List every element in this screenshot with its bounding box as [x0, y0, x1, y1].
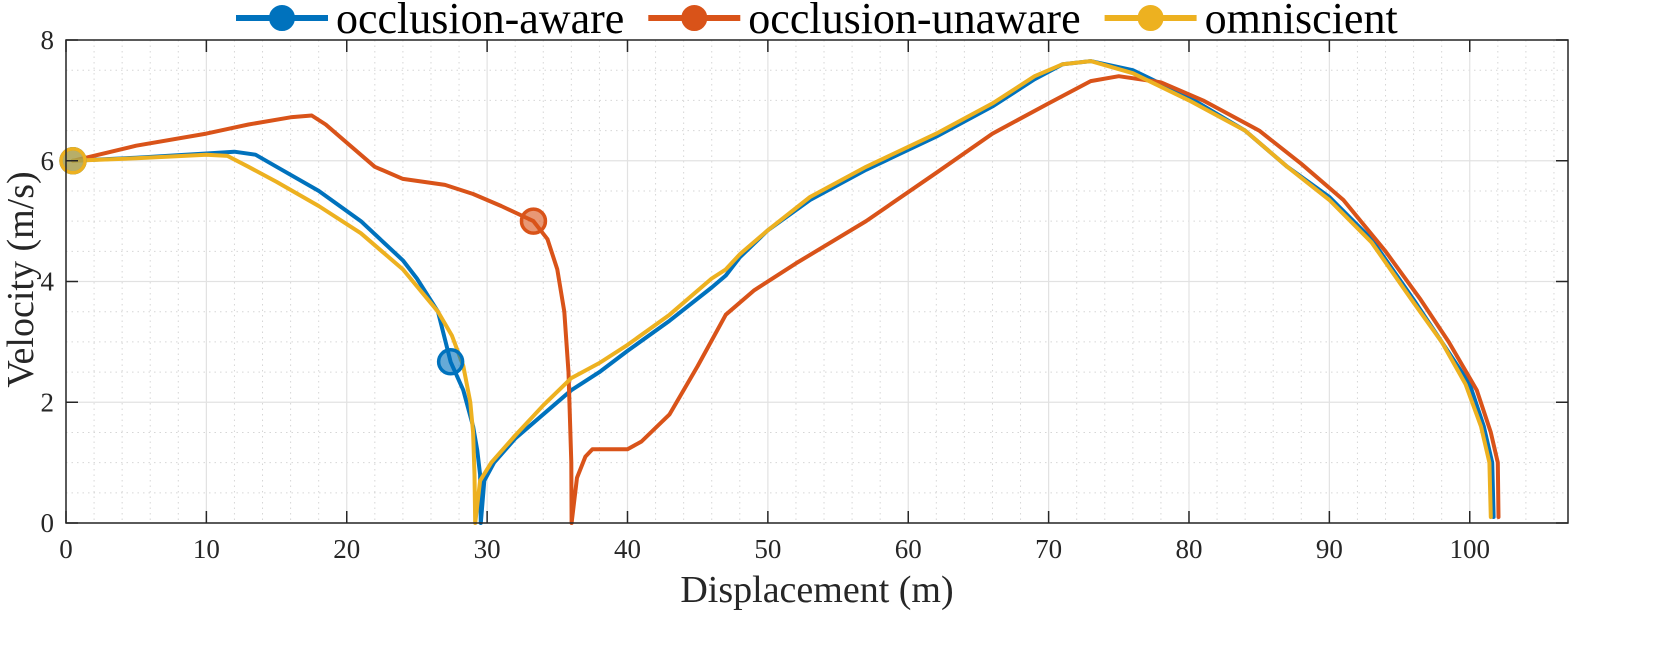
legend-item-omniscient: omniscient — [1104, 0, 1398, 43]
legend-swatch-marker — [269, 5, 295, 31]
legend-label: occlusion-unaware — [748, 0, 1080, 43]
y-tick-label: 6 — [41, 146, 55, 176]
x-tick-label: 60 — [895, 534, 922, 564]
series-layer — [71, 59, 1501, 525]
x-axis-label: Displacement (m) — [680, 569, 953, 611]
x-tick-label: 30 — [474, 534, 501, 564]
x-tick-label: 0 — [59, 534, 73, 564]
x-tick-label: 10 — [193, 534, 220, 564]
legend-label: occlusion-aware — [336, 0, 624, 43]
y-tick-label: 0 — [41, 508, 55, 538]
minor-grid — [66, 40, 1568, 523]
y-tick-label: 8 — [41, 25, 55, 55]
legend-label: omniscient — [1205, 0, 1398, 43]
legend-item-occlusion-aware: occlusion-aware — [236, 0, 624, 43]
x-tick-label: 70 — [1035, 534, 1062, 564]
x-tick-label: 80 — [1175, 534, 1202, 564]
y-tick-label: 4 — [41, 267, 55, 297]
x-tick-label: 90 — [1316, 534, 1343, 564]
y-axis-label: Velocity (m/s) — [0, 171, 42, 387]
major-grid — [65, 39, 1568, 524]
series-line-occlusion-unaware — [71, 74, 1501, 525]
x-tick-labels: 0 10 20 30 40 50 60 70 80 90 100 — [59, 534, 1490, 564]
y-tick-label: 2 — [41, 387, 55, 417]
marker-occlusion-aware — [436, 348, 465, 376]
x-tick-label: 40 — [614, 534, 641, 564]
legend: occlusion-aware occlusion-unaware omniscie… — [236, 0, 1398, 43]
legend-swatch-marker — [681, 5, 708, 31]
legend-item-occlusion-unaware: occlusion-unaware — [648, 0, 1081, 43]
tick-marks — [65, 39, 1568, 524]
series-line-omniscient — [71, 59, 1493, 525]
x-tick-label: 20 — [333, 534, 360, 564]
legend-swatch-marker — [1137, 5, 1164, 31]
x-tick-label: 50 — [754, 534, 781, 564]
marker-occlusion-unaware — [519, 207, 548, 235]
x-tick-label: 100 — [1449, 534, 1490, 564]
y-tick-labels: 0 2 4 6 8 — [41, 25, 55, 538]
